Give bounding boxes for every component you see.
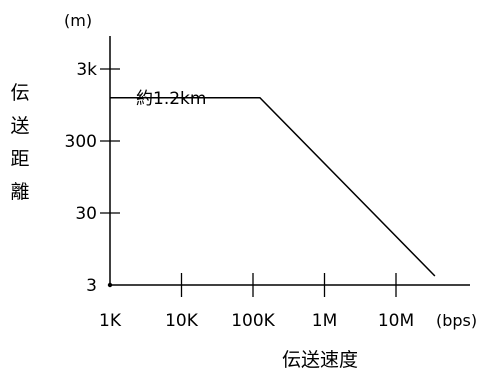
y-tick-label: 3	[86, 276, 97, 296]
y-axis-title-char: 離	[10, 181, 29, 203]
y-tick-label: 30	[75, 204, 97, 224]
annotation-label: 約1.2km	[136, 89, 206, 109]
y-axis-title-char: 伝	[10, 82, 29, 104]
y-axis-title-char: 送	[10, 115, 29, 137]
series-line	[110, 96, 436, 277]
y-tick-label: 3k	[76, 60, 97, 80]
x-tick-label: 100K	[231, 311, 275, 331]
y-axis-title-char: 距	[10, 148, 29, 170]
series	[110, 96, 436, 277]
x-unit-label: (bps)	[436, 311, 477, 330]
x-tick-label: 1K	[99, 311, 122, 331]
x-tick-label: 1M	[312, 311, 337, 331]
axes	[107, 36, 470, 288]
x-tick-label: 10M	[378, 311, 414, 331]
y-tick-label: 300	[65, 132, 97, 152]
x-tick-label: 10K	[165, 311, 199, 331]
y-unit-label: (m)	[64, 11, 92, 30]
ticks: 1K 10K 100K 1M 10M 3 30 300 3k	[65, 60, 415, 331]
x-axis-title: 伝送速度	[282, 349, 358, 371]
origin-dot	[107, 282, 113, 288]
